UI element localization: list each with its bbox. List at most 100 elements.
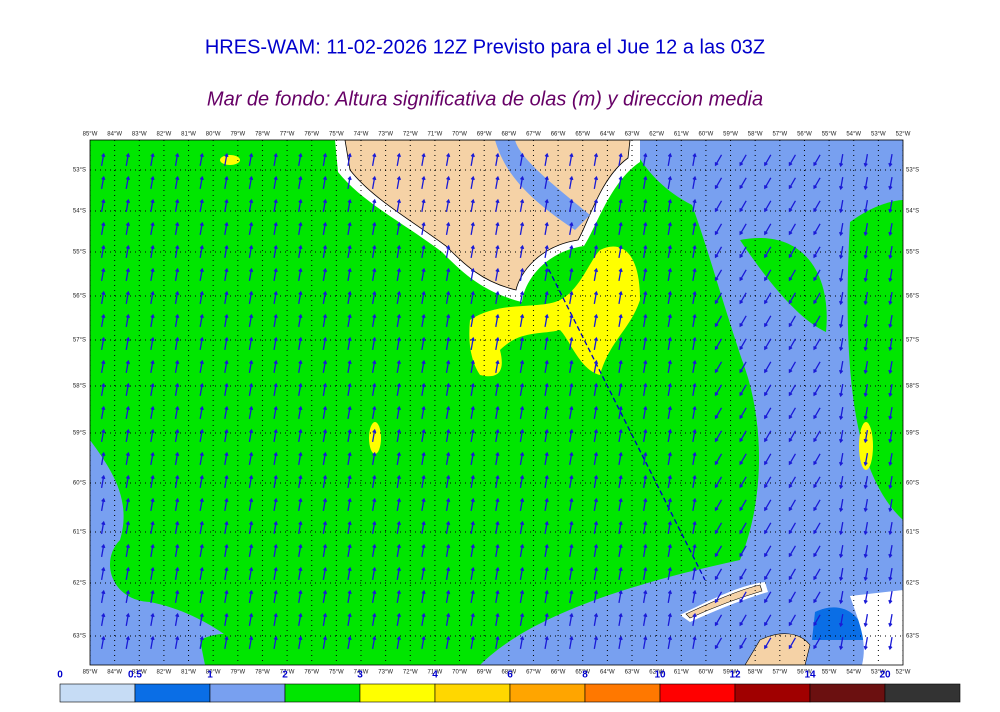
- wave-arrow: [569, 267, 574, 282]
- wave-arrow: [544, 244, 549, 259]
- wave-arrow: [396, 566, 401, 581]
- wave-arrow: [100, 589, 106, 604]
- wave-arrow: [839, 383, 844, 398]
- wave-arrow: [739, 361, 747, 374]
- wave-arrow: [667, 474, 672, 489]
- wave-arrow: [618, 635, 623, 650]
- wave-arrow: [569, 382, 574, 397]
- wave-arrow: [224, 405, 229, 420]
- wave-arrow: [150, 382, 155, 397]
- wave-arrow: [692, 543, 697, 558]
- wave-arrow: [569, 152, 574, 167]
- wave-arrow: [618, 175, 623, 190]
- wave-arrow: [593, 198, 599, 213]
- wave-arrow: [470, 589, 475, 604]
- sea-yellow: [469, 246, 640, 377]
- wave-arrow: [813, 315, 821, 328]
- wave-arrow: [569, 428, 574, 443]
- wave-arrow: [248, 428, 254, 443]
- wave-arrow: [125, 566, 130, 581]
- wave-arrow: [788, 568, 797, 581]
- wave-arrow: [788, 223, 797, 236]
- wave-arrow: [298, 198, 303, 213]
- wave-arrow: [248, 359, 254, 374]
- wave-arrow: [788, 476, 797, 489]
- wave-arrow: [100, 175, 106, 190]
- wave-arrow: [642, 497, 648, 512]
- wave-arrow: [569, 198, 574, 213]
- wave-arrow: [764, 338, 772, 351]
- wave-arrow: [273, 198, 278, 213]
- wave-arrow: [739, 476, 747, 489]
- wave-arrow: [125, 198, 130, 213]
- wave-arrow: [667, 428, 672, 443]
- lon-label: 83°W: [132, 132, 147, 138]
- wave-arrow: [248, 175, 254, 190]
- wave-arrow: [593, 175, 599, 190]
- lon-label: 54°W: [846, 132, 861, 138]
- wave-arrow: [888, 590, 893, 605]
- wave-arrow: [199, 359, 204, 374]
- wave-arrow: [371, 221, 377, 236]
- wave-arrow: [199, 405, 204, 420]
- wave-arrow: [519, 359, 525, 374]
- wave-arrow: [396, 612, 401, 627]
- wave-arrow: [421, 405, 426, 420]
- wave-arrow: [544, 152, 549, 167]
- wave-arrow: [714, 292, 723, 305]
- wave-arrow: [298, 497, 303, 512]
- wave-arrow: [273, 359, 278, 374]
- wave-arrow: [371, 313, 377, 328]
- wave-arrow: [248, 152, 254, 167]
- colorbar-label: 2: [282, 670, 288, 681]
- wave-arrow: [150, 152, 155, 167]
- wave-arrow: [396, 451, 401, 466]
- colorbar-label: 0.5: [128, 670, 142, 681]
- colorbar-swatch: [809, 683, 886, 703]
- wave-arrow: [396, 635, 401, 650]
- wave-arrow: [298, 474, 303, 489]
- wave-arrow: [298, 451, 303, 466]
- wave-arrow: [642, 428, 648, 443]
- wave-arrow: [396, 313, 401, 328]
- wave-arrow: [544, 313, 549, 328]
- wave-arrow: [322, 497, 328, 512]
- wave-arrow: [667, 359, 672, 374]
- wave-arrow: [421, 267, 426, 282]
- wave-arrow: [714, 453, 723, 466]
- lon-label: 73°W: [378, 670, 393, 676]
- lon-label: 78°W: [255, 132, 270, 138]
- wave-arrow: [764, 315, 772, 328]
- wave-arrow: [298, 244, 303, 259]
- wave-arrow: [248, 474, 254, 489]
- wave-arrow: [863, 291, 869, 306]
- wave-arrow: [470, 612, 475, 627]
- wave-arrow: [371, 244, 377, 259]
- wave-arrow: [618, 589, 623, 604]
- wave-arrow: [863, 544, 869, 559]
- wave-arrow: [421, 382, 426, 397]
- lon-label: 70°W: [452, 132, 467, 138]
- wave-arrow: [888, 314, 893, 329]
- lon-label: 72°W: [403, 132, 418, 138]
- wave-arrow: [421, 221, 426, 236]
- wave-arrow: [298, 313, 303, 328]
- wave-arrow: [788, 430, 797, 443]
- sea-green-patch: [200, 633, 262, 665]
- wave-arrow: [470, 520, 475, 535]
- wave-arrow: [888, 360, 893, 375]
- wave-arrow: [519, 497, 525, 512]
- wave-arrow: [445, 336, 451, 351]
- wave-arrow: [445, 382, 451, 397]
- wave-arrow: [100, 635, 106, 650]
- wave-arrow: [642, 566, 648, 581]
- wave-arrow: [544, 589, 549, 604]
- land: [344, 140, 631, 291]
- lon-label: 54°W: [846, 670, 861, 676]
- colorbar-swatch: [509, 683, 586, 703]
- wave-arrow: [495, 198, 500, 213]
- wave-arrow: [396, 520, 401, 535]
- lon-label: 80°W: [206, 132, 221, 138]
- wave-arrow: [347, 451, 352, 466]
- wave-arrow: [396, 267, 401, 282]
